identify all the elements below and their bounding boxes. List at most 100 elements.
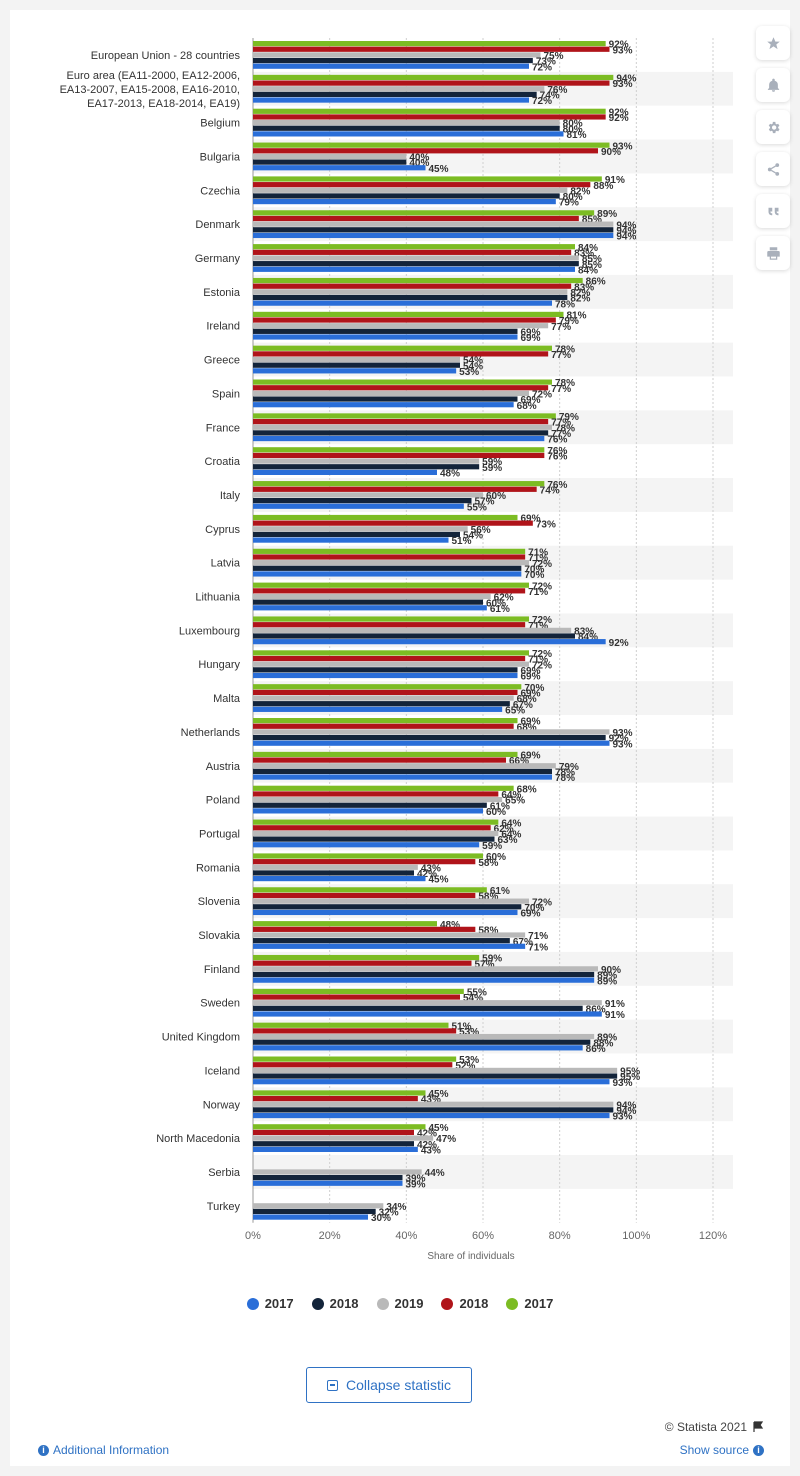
bar [253, 419, 549, 425]
data-label: 48% [440, 920, 460, 931]
data-label: 76% [547, 435, 567, 446]
data-label: 77% [551, 384, 571, 395]
data-label: 79% [559, 316, 579, 327]
data-label: 73% [536, 519, 556, 530]
bar [253, 633, 575, 639]
legend-item[interactable]: 2019 [376, 1296, 423, 1311]
additional-information-link[interactable]: i Additional Information [38, 1443, 169, 1457]
data-label: 45% [429, 164, 449, 175]
bar [253, 605, 487, 611]
data-label: 62% [494, 593, 514, 604]
data-label: 82% [570, 288, 590, 299]
data-label: 76% [547, 85, 567, 96]
category-label: Luxembourg [179, 625, 240, 637]
data-label: 72% [532, 660, 552, 671]
bar [253, 249, 572, 255]
bar [253, 86, 545, 92]
data-label: 95% [620, 1072, 640, 1083]
bar [253, 413, 556, 419]
bar [253, 351, 549, 357]
data-label: 61% [490, 604, 510, 615]
data-label: 32% [379, 1208, 399, 1219]
data-label: 54% [463, 361, 483, 372]
data-label: 58% [478, 858, 498, 869]
data-label: 69% [521, 395, 541, 406]
category-label: Sweden [200, 998, 240, 1010]
legend-item[interactable]: 2018 [311, 1296, 359, 1311]
legend-label: 2018 [459, 1296, 489, 1311]
category-label: Iceland [205, 1065, 240, 1077]
data-label: 40% [409, 158, 429, 169]
statista-credit[interactable]: © Statista 2021 [665, 1420, 764, 1434]
bar [253, 842, 480, 848]
bar [253, 317, 556, 323]
bar [253, 622, 526, 628]
bar [253, 1033, 595, 1040]
category-label: Norway [203, 1099, 241, 1111]
star-icon[interactable] [756, 26, 790, 60]
legend-item[interactable]: 2017 [506, 1296, 553, 1311]
bar [253, 481, 545, 487]
bar [253, 1135, 434, 1141]
bell-icon[interactable] [756, 68, 790, 102]
category-label: Euro area (EA11-2000, EA12-2006, [67, 70, 240, 82]
quote-icon[interactable] [756, 194, 790, 228]
data-label: 64% [501, 818, 521, 829]
bar [253, 464, 480, 470]
data-label: 54% [463, 993, 483, 1004]
bar [253, 1101, 614, 1107]
data-label: 71% [528, 655, 548, 666]
bar [253, 582, 529, 588]
data-label: 69% [521, 717, 541, 728]
data-label: 70% [524, 564, 544, 575]
legend-item[interactable]: 2018 [441, 1296, 488, 1311]
bar [253, 887, 487, 893]
data-label: 77% [551, 350, 571, 361]
data-label: 40% [409, 153, 429, 164]
bar [253, 729, 610, 735]
data-label: 67% [513, 700, 533, 711]
data-label: 88% [593, 1038, 613, 1049]
show-source-link[interactable]: Show source i [680, 1443, 764, 1457]
data-label: 62% [494, 824, 514, 835]
legend-item[interactable]: 2017 [246, 1296, 294, 1311]
bar [253, 825, 491, 831]
bar [253, 1073, 618, 1079]
data-label: 95% [620, 1067, 640, 1078]
data-label: 68% [517, 694, 537, 705]
data-label: 61% [490, 801, 510, 812]
legend-label: 2018 [329, 1296, 359, 1311]
bar [253, 108, 606, 114]
bar [253, 452, 545, 459]
data-label: 92% [609, 40, 629, 51]
category-label: Belgium [200, 118, 240, 130]
category-label: Portugal [199, 828, 240, 840]
bar [253, 892, 476, 899]
bar [253, 876, 426, 882]
print-icon[interactable] [756, 236, 790, 270]
bar [253, 819, 499, 825]
data-label: 84% [578, 632, 598, 643]
data-label: 72% [532, 615, 552, 626]
gear-icon[interactable] [756, 110, 790, 144]
bar [253, 486, 537, 492]
flag-icon [753, 1421, 764, 1432]
bar [253, 1062, 453, 1068]
bar [253, 261, 579, 267]
data-label: 76% [547, 446, 567, 457]
data-label: 60% [486, 807, 506, 818]
category-label: Hungary [198, 659, 240, 671]
category-label: North Macedonia [156, 1133, 241, 1145]
bar [253, 639, 606, 645]
collapse-statistic-button[interactable]: Collapse statistic [306, 1367, 472, 1403]
bar [253, 774, 552, 780]
additional-info-label: Additional Information [53, 1443, 170, 1457]
bar [253, 1096, 418, 1102]
category-label: Austria [206, 761, 241, 773]
data-label: 94% [616, 232, 636, 243]
share-icon[interactable] [756, 152, 790, 186]
data-label: 93% [613, 141, 633, 152]
data-label: 51% [452, 1021, 472, 1032]
data-label: 80% [563, 192, 583, 203]
data-label: 71% [528, 931, 548, 942]
